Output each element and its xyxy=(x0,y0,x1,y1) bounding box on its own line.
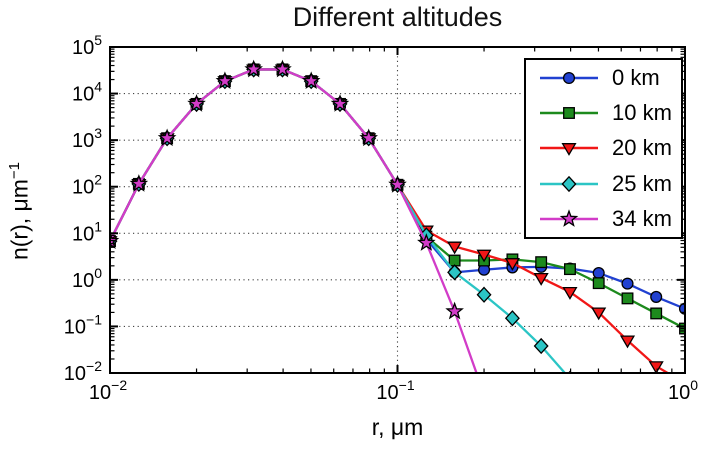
data-point xyxy=(301,71,321,90)
data-point xyxy=(592,267,605,280)
data-point xyxy=(388,175,407,193)
data-point xyxy=(621,277,634,290)
legend-entry-34-km: 34 km xyxy=(526,202,681,236)
legend-label: 0 km xyxy=(612,65,660,91)
data-point xyxy=(476,249,492,263)
data-point xyxy=(592,277,605,290)
x-axis-label: r, μm xyxy=(371,414,424,440)
y-tick-label: 100 xyxy=(72,265,102,292)
data-point xyxy=(650,290,663,303)
x-tick-label: 10−2 xyxy=(89,377,127,404)
chart-title: Different altitudes xyxy=(292,2,503,32)
legend-label: 25 km xyxy=(612,170,672,196)
series-line xyxy=(110,68,567,373)
legend-entry-25-km: 25 km xyxy=(526,167,681,201)
legend-entry-20-km: 20 km xyxy=(526,131,681,165)
data-point xyxy=(504,258,520,271)
data-point xyxy=(476,286,492,303)
data-point xyxy=(533,337,549,355)
legend-marker-sample xyxy=(540,143,598,157)
data-point xyxy=(129,174,149,192)
x-tick-label: 100 xyxy=(668,377,698,404)
legend-marker-sample xyxy=(540,107,598,120)
axes-spines xyxy=(109,46,686,374)
data-point xyxy=(564,263,576,276)
data-point xyxy=(157,128,177,147)
data-point xyxy=(650,307,663,320)
data-point xyxy=(330,94,350,112)
y-tick-label: 10−1 xyxy=(64,311,102,338)
y-tick-label: 102 xyxy=(72,172,102,199)
series-34-km xyxy=(110,59,492,400)
tick-labels: 105 104 103 102 101 100 10−1 10−210−2 10−1 100 xyxy=(64,32,698,404)
data-point xyxy=(244,59,263,78)
data-point xyxy=(215,71,235,90)
data-point xyxy=(359,128,378,147)
series-25-km xyxy=(110,61,573,373)
series-group xyxy=(110,59,685,400)
legend-entry-0-km: 0 km xyxy=(526,61,681,95)
data-point xyxy=(591,307,607,321)
y-tick-label: 101 xyxy=(72,218,102,245)
data-point xyxy=(562,286,578,300)
legend-marker-sample xyxy=(540,175,598,192)
legend-label: 20 km xyxy=(612,135,672,161)
data-point xyxy=(447,264,463,281)
data-point xyxy=(477,386,492,400)
data-point xyxy=(273,59,292,78)
legend-marker xyxy=(561,175,577,192)
y-tick-label: 105 xyxy=(72,32,102,59)
legend-label: 34 km xyxy=(612,205,672,231)
x-tick-label: 10−1 xyxy=(376,377,414,404)
series-line xyxy=(110,68,478,373)
legend-entry-10-km: 10 km xyxy=(526,96,681,130)
data-point xyxy=(621,292,634,305)
y-tick-label: 103 xyxy=(72,125,102,152)
data-point xyxy=(447,241,463,255)
data-point xyxy=(504,310,520,327)
legend-marker xyxy=(562,72,576,85)
legend: 0 km 10 km 20 km 25 km 34 km xyxy=(524,58,683,239)
data-point xyxy=(445,301,464,320)
legend-marker xyxy=(561,143,577,157)
legend-marker-sample xyxy=(540,209,598,227)
data-point xyxy=(535,256,548,269)
y-tick-label: 104 xyxy=(72,79,102,106)
data-point xyxy=(619,335,636,349)
legend-marker-sample xyxy=(540,72,598,85)
legend-label: 10 km xyxy=(612,100,672,126)
y-axis-label: n(r), μm−1 xyxy=(6,161,33,261)
data-point xyxy=(187,94,206,112)
y-tick-label: 10−2 xyxy=(64,358,102,385)
legend-marker xyxy=(559,209,579,227)
data-point xyxy=(533,272,549,286)
data-point xyxy=(417,233,436,251)
data-point xyxy=(648,361,664,373)
legend-marker xyxy=(563,107,575,120)
